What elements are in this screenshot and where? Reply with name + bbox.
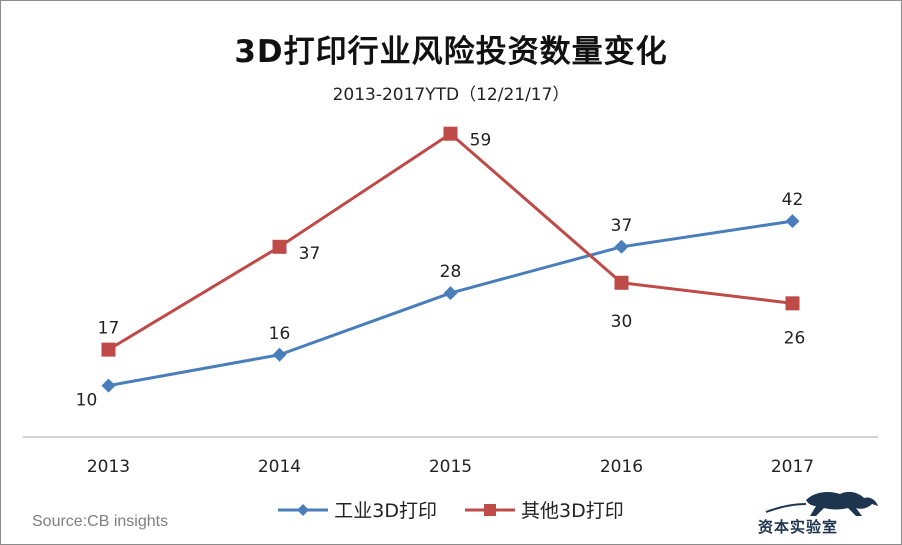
chart-title: 3D打印行业风险投资数量变化 [234,34,668,70]
data-label: 37 [299,244,321,264]
data-label: 10 [76,391,98,411]
x-tick-label: 2016 [600,457,643,477]
data-label: 30 [611,312,633,332]
x-tick-label: 2015 [429,457,472,477]
brand-logo: 资本实验室 [736,486,892,536]
leopard-logo-icon [765,491,878,516]
legend-key-diamond-icon [278,503,329,516]
data-point-square [785,296,800,311]
data-point-square [614,275,629,290]
series-line-1 [108,219,793,388]
data-point-square [101,342,116,357]
source-note: Source:CB insights [32,513,169,530]
data-label: 28 [440,262,462,282]
legend: 工业3D打印 其他3D打印 [0,496,902,523]
data-point-diamond [614,239,629,254]
data-label: 26 [784,328,806,348]
data-point-square [272,239,287,254]
data-point-diamond [443,286,458,301]
series-line-2 [107,132,793,351]
data-label: 17 [98,319,120,339]
data-label: 42 [782,190,804,210]
data-point-square [443,126,458,141]
legend-label-other: 其他3D打印 [521,500,624,522]
data-label: 59 [470,131,492,151]
legend-item-industrial: 工业3D打印 [278,496,437,523]
brand-name: 资本实验室 [758,518,839,536]
x-tick-label: 2014 [258,457,301,477]
data-point-diamond [272,347,287,362]
x-tick-label: 2013 [87,457,130,477]
legend-item-other: 其他3D打印 [465,496,624,523]
x-tick-label: 2017 [771,457,814,477]
data-point-diamond [101,378,116,393]
legend-label-industrial: 工业3D打印 [334,500,437,522]
data-label: 16 [269,324,291,344]
data-label: 37 [611,216,633,236]
legend-key-square-icon [465,503,515,516]
data-point-diamond [785,214,800,229]
chart-subtitle: 2013-2017YTD（12/21/17） [332,85,570,105]
